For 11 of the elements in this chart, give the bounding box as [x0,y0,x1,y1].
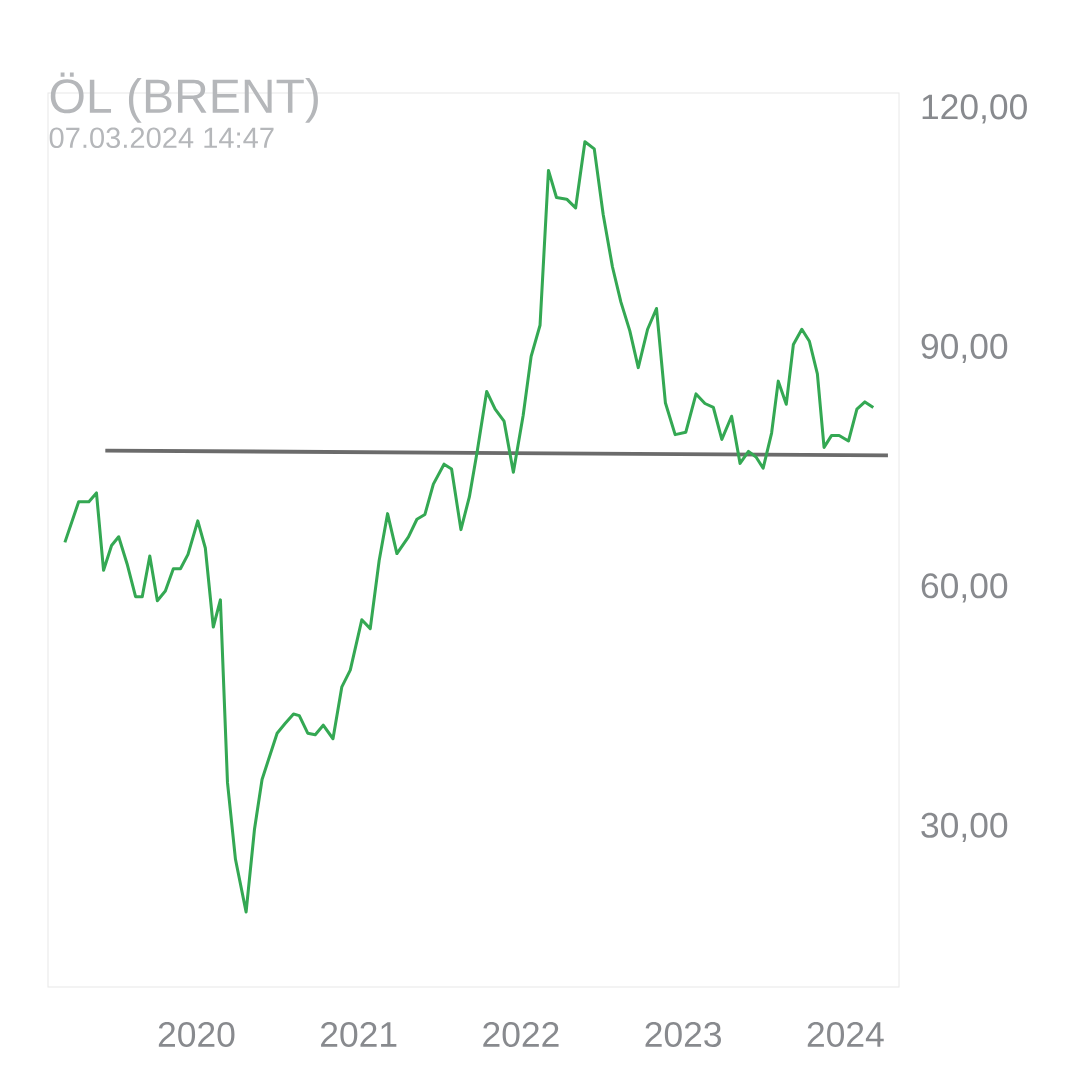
y-tick-label: 30,00 [921,812,1008,842]
x-tick-label: 2024 [807,1021,884,1048]
chart-title: ÖL (BRENT) [50,72,318,123]
x-tick-label: 2023 [645,1021,721,1048]
y-tick-label: 60,00 [921,573,1008,603]
x-tick-label: 2020 [158,1021,235,1048]
y-tick-label: 90,00 [921,333,1008,364]
y-tick-label: 120,00 [922,94,1027,124]
text: 07.03.2024 14:47 [49,127,274,149]
x-tick-label: 2022 [483,1021,559,1048]
x-tick-label: 2021 [321,1021,397,1048]
